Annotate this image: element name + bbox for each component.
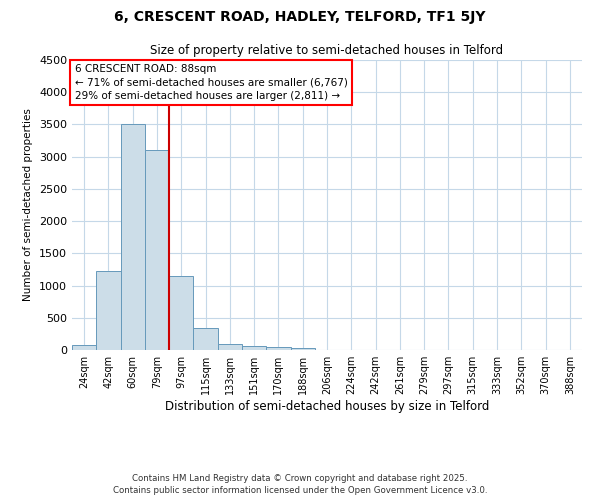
Bar (266, 347, 290, 350)
Bar (145, 150, 169, 350)
Text: 6, CRESCENT ROAD, HADLEY, TELFORD, TF1 5JY: 6, CRESCENT ROAD, HADLEY, TELFORD, TF1 5… (114, 10, 486, 24)
Bar (218, 344, 242, 350)
Text: Contains HM Land Registry data © Crown copyright and database right 2025.
Contai: Contains HM Land Registry data © Crown c… (113, 474, 487, 495)
Bar (72, 345, 96, 350)
Bar (242, 346, 266, 350)
Y-axis label: Number of semi-detached properties: Number of semi-detached properties (23, 108, 34, 302)
Title: Size of property relative to semi-detached houses in Telford: Size of property relative to semi-detach… (151, 44, 503, 58)
Bar (96, 272, 121, 350)
X-axis label: Distribution of semi-detached houses by size in Telford: Distribution of semi-detached houses by … (165, 400, 489, 413)
Bar (193, 328, 218, 350)
Bar (290, 348, 315, 350)
Bar (121, 124, 145, 350)
Bar (169, 276, 193, 350)
Text: 6 CRESCENT ROAD: 88sqm
← 71% of semi-detached houses are smaller (6,767)
29% of : 6 CRESCENT ROAD: 88sqm ← 71% of semi-det… (74, 64, 347, 101)
